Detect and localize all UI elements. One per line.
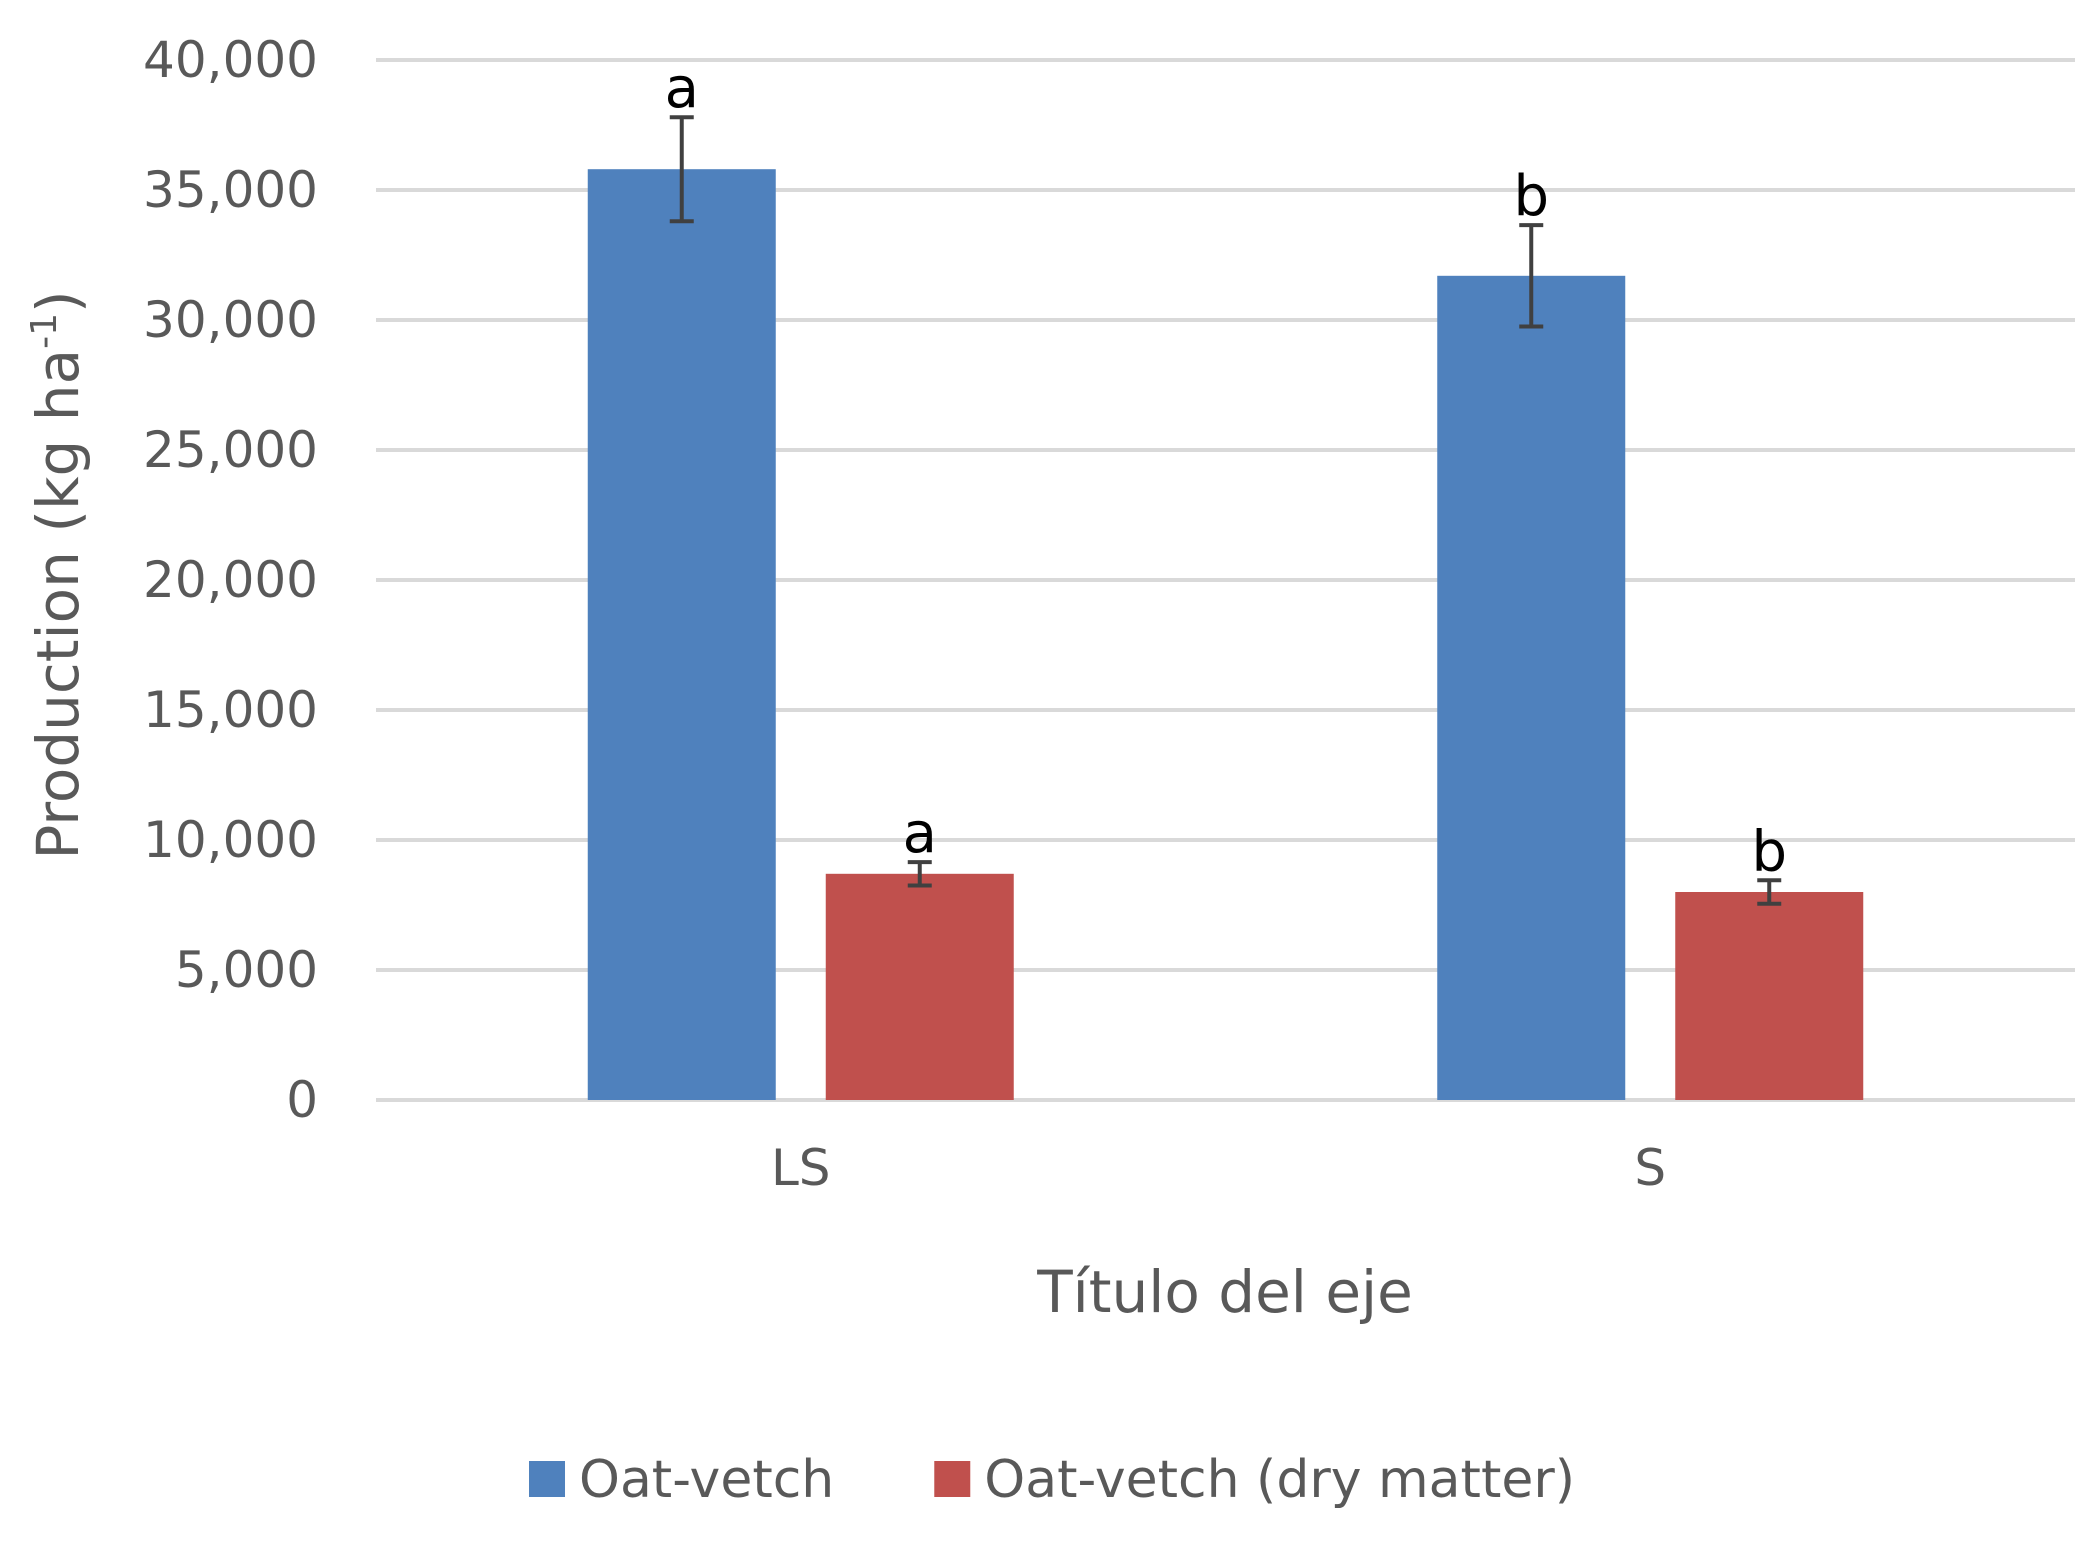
- x-tick-labels: LS S: [771, 1139, 1666, 1197]
- bar: [587, 169, 776, 1100]
- significance-letter: b: [1751, 819, 1787, 884]
- y-axis-title: Production (kg ha-1): [24, 290, 92, 859]
- significance-labels: a a b b: [665, 56, 1787, 884]
- legend-item: Oat-vetch (dry matter): [934, 1450, 1575, 1510]
- y-tick-label: 20,000: [143, 551, 318, 609]
- x-tick-label: LS: [771, 1139, 831, 1197]
- y-axis-title-close: ): [24, 290, 92, 313]
- y-tick-label: 0: [286, 1071, 318, 1129]
- bar: [1675, 892, 1864, 1100]
- y-tick-label: 10,000: [143, 811, 318, 869]
- error-bars: [669, 115, 1782, 906]
- bars: [587, 169, 1864, 1100]
- legend-item: Oat-vetch: [529, 1450, 834, 1510]
- bar: [825, 873, 1014, 1100]
- bar: [1437, 275, 1626, 1100]
- y-axis-title-superscript: -1: [24, 313, 65, 349]
- y-tick-label: 35,000: [143, 161, 318, 219]
- legend-label: Oat-vetch (dry matter): [984, 1450, 1575, 1510]
- y-tick-label: 5,000: [175, 941, 318, 999]
- y-tick-label: 30,000: [143, 291, 318, 349]
- y-tick-label: 40,000: [143, 31, 318, 89]
- x-axis-title: Título del eje: [1036, 1258, 1413, 1326]
- y-tick-label: 15,000: [143, 681, 318, 739]
- x-tick-label: S: [1634, 1139, 1666, 1197]
- y-axis-title-main: Production (kg ha: [24, 349, 92, 860]
- legend-swatch: [934, 1461, 971, 1497]
- y-tick-labels: 0 5,000 10,000 15,000 20,000 25,000 30,000 35,0…: [143, 31, 318, 1129]
- significance-letter: b: [1513, 164, 1549, 229]
- significance-letter: a: [903, 801, 937, 866]
- legend-swatch: [529, 1461, 566, 1497]
- y-tick-label: 25,000: [143, 421, 318, 479]
- legend-label: Oat-vetch: [579, 1450, 834, 1510]
- significance-letter: a: [665, 56, 699, 121]
- legend: Oat-vetch Oat-vetch (dry matter): [529, 1450, 1575, 1510]
